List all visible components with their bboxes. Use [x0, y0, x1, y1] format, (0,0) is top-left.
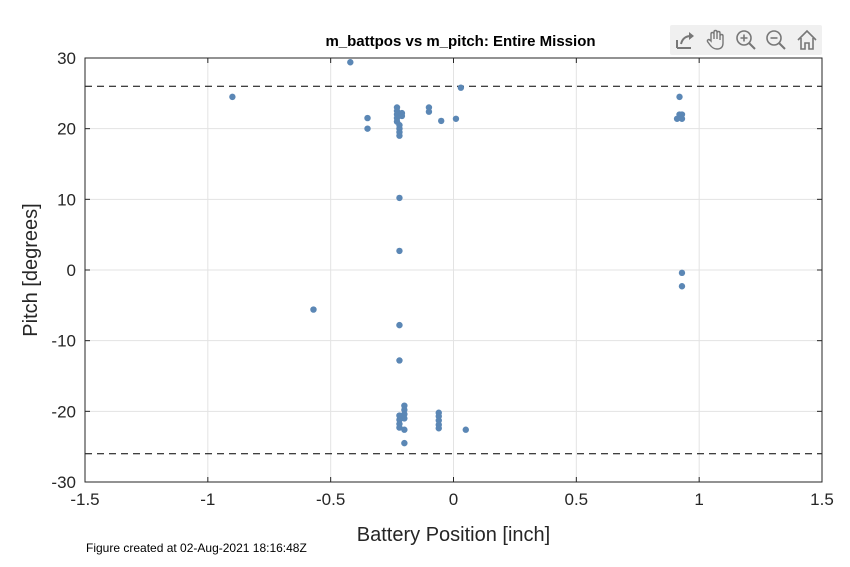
data-point: [678, 283, 686, 290]
data-point: [462, 426, 469, 433]
pan-hand-icon[interactable]: [703, 27, 729, 53]
figure-toolbar: [670, 25, 822, 55]
x-tick-label: -1: [200, 490, 215, 509]
y-tick-label: 0: [67, 261, 76, 280]
y-tick-label: 20: [57, 120, 76, 139]
scatter-points: [229, 59, 686, 447]
data-point: [398, 112, 406, 120]
y-tick-label: -10: [51, 332, 76, 351]
data-point: [457, 84, 465, 91]
data-point: [678, 115, 686, 122]
y-tick-label: -20: [51, 402, 76, 421]
data-point: [438, 117, 445, 125]
data-point: [401, 426, 408, 433]
data-point: [396, 357, 403, 364]
zoom-out-icon[interactable]: [763, 27, 789, 53]
data-point: [396, 194, 403, 202]
x-tick-label: 0: [449, 490, 458, 509]
zoom-in-icon[interactable]: [733, 27, 759, 53]
data-point: [401, 439, 408, 447]
y-tick-label: -30: [51, 473, 76, 492]
data-point: [347, 59, 354, 66]
x-tick-label: 1: [694, 490, 703, 509]
y-axis-label: Pitch [degrees]: [20, 203, 42, 336]
x-tick-label: -0.5: [316, 490, 345, 509]
data-point: [452, 115, 460, 122]
chart-title: m_battpos vs m_pitch: Entire Mission: [325, 33, 595, 50]
figure-footer: Figure created at 02-Aug-2021 18:16:48Z: [86, 541, 307, 555]
tick-marks: [84, 57, 823, 483]
home-icon[interactable]: [794, 27, 820, 53]
data-point: [673, 115, 681, 122]
y-tick-label: 10: [57, 190, 76, 209]
data-point: [396, 247, 403, 255]
x-tick-labels: -1.5 -1 -0.5 0 0.5 1 1.5: [70, 490, 833, 509]
export-icon[interactable]: [672, 27, 698, 53]
reference-lines: [85, 85, 822, 455]
data-point: [364, 114, 371, 122]
data-point: [396, 321, 403, 329]
data-point: [229, 93, 236, 101]
x-tick-label: 1.5: [810, 490, 834, 509]
data-point: [310, 306, 317, 313]
data-point: [435, 425, 442, 432]
x-tick-label: -1.5: [70, 490, 99, 509]
data-point: [425, 108, 433, 115]
y-tick-labels: -30 -20 -10 0 10 20 30: [51, 49, 76, 492]
data-point: [396, 424, 403, 431]
data-point: [676, 93, 683, 101]
data-point: [364, 125, 371, 132]
grid-lines: [84, 57, 823, 483]
x-axis-label: Battery Position [inch]: [357, 524, 550, 546]
data-point: [396, 132, 403, 139]
data-point: [401, 415, 408, 422]
y-tick-label: 30: [57, 49, 76, 68]
x-tick-label: 0.5: [565, 490, 589, 509]
data-point: [678, 269, 686, 277]
